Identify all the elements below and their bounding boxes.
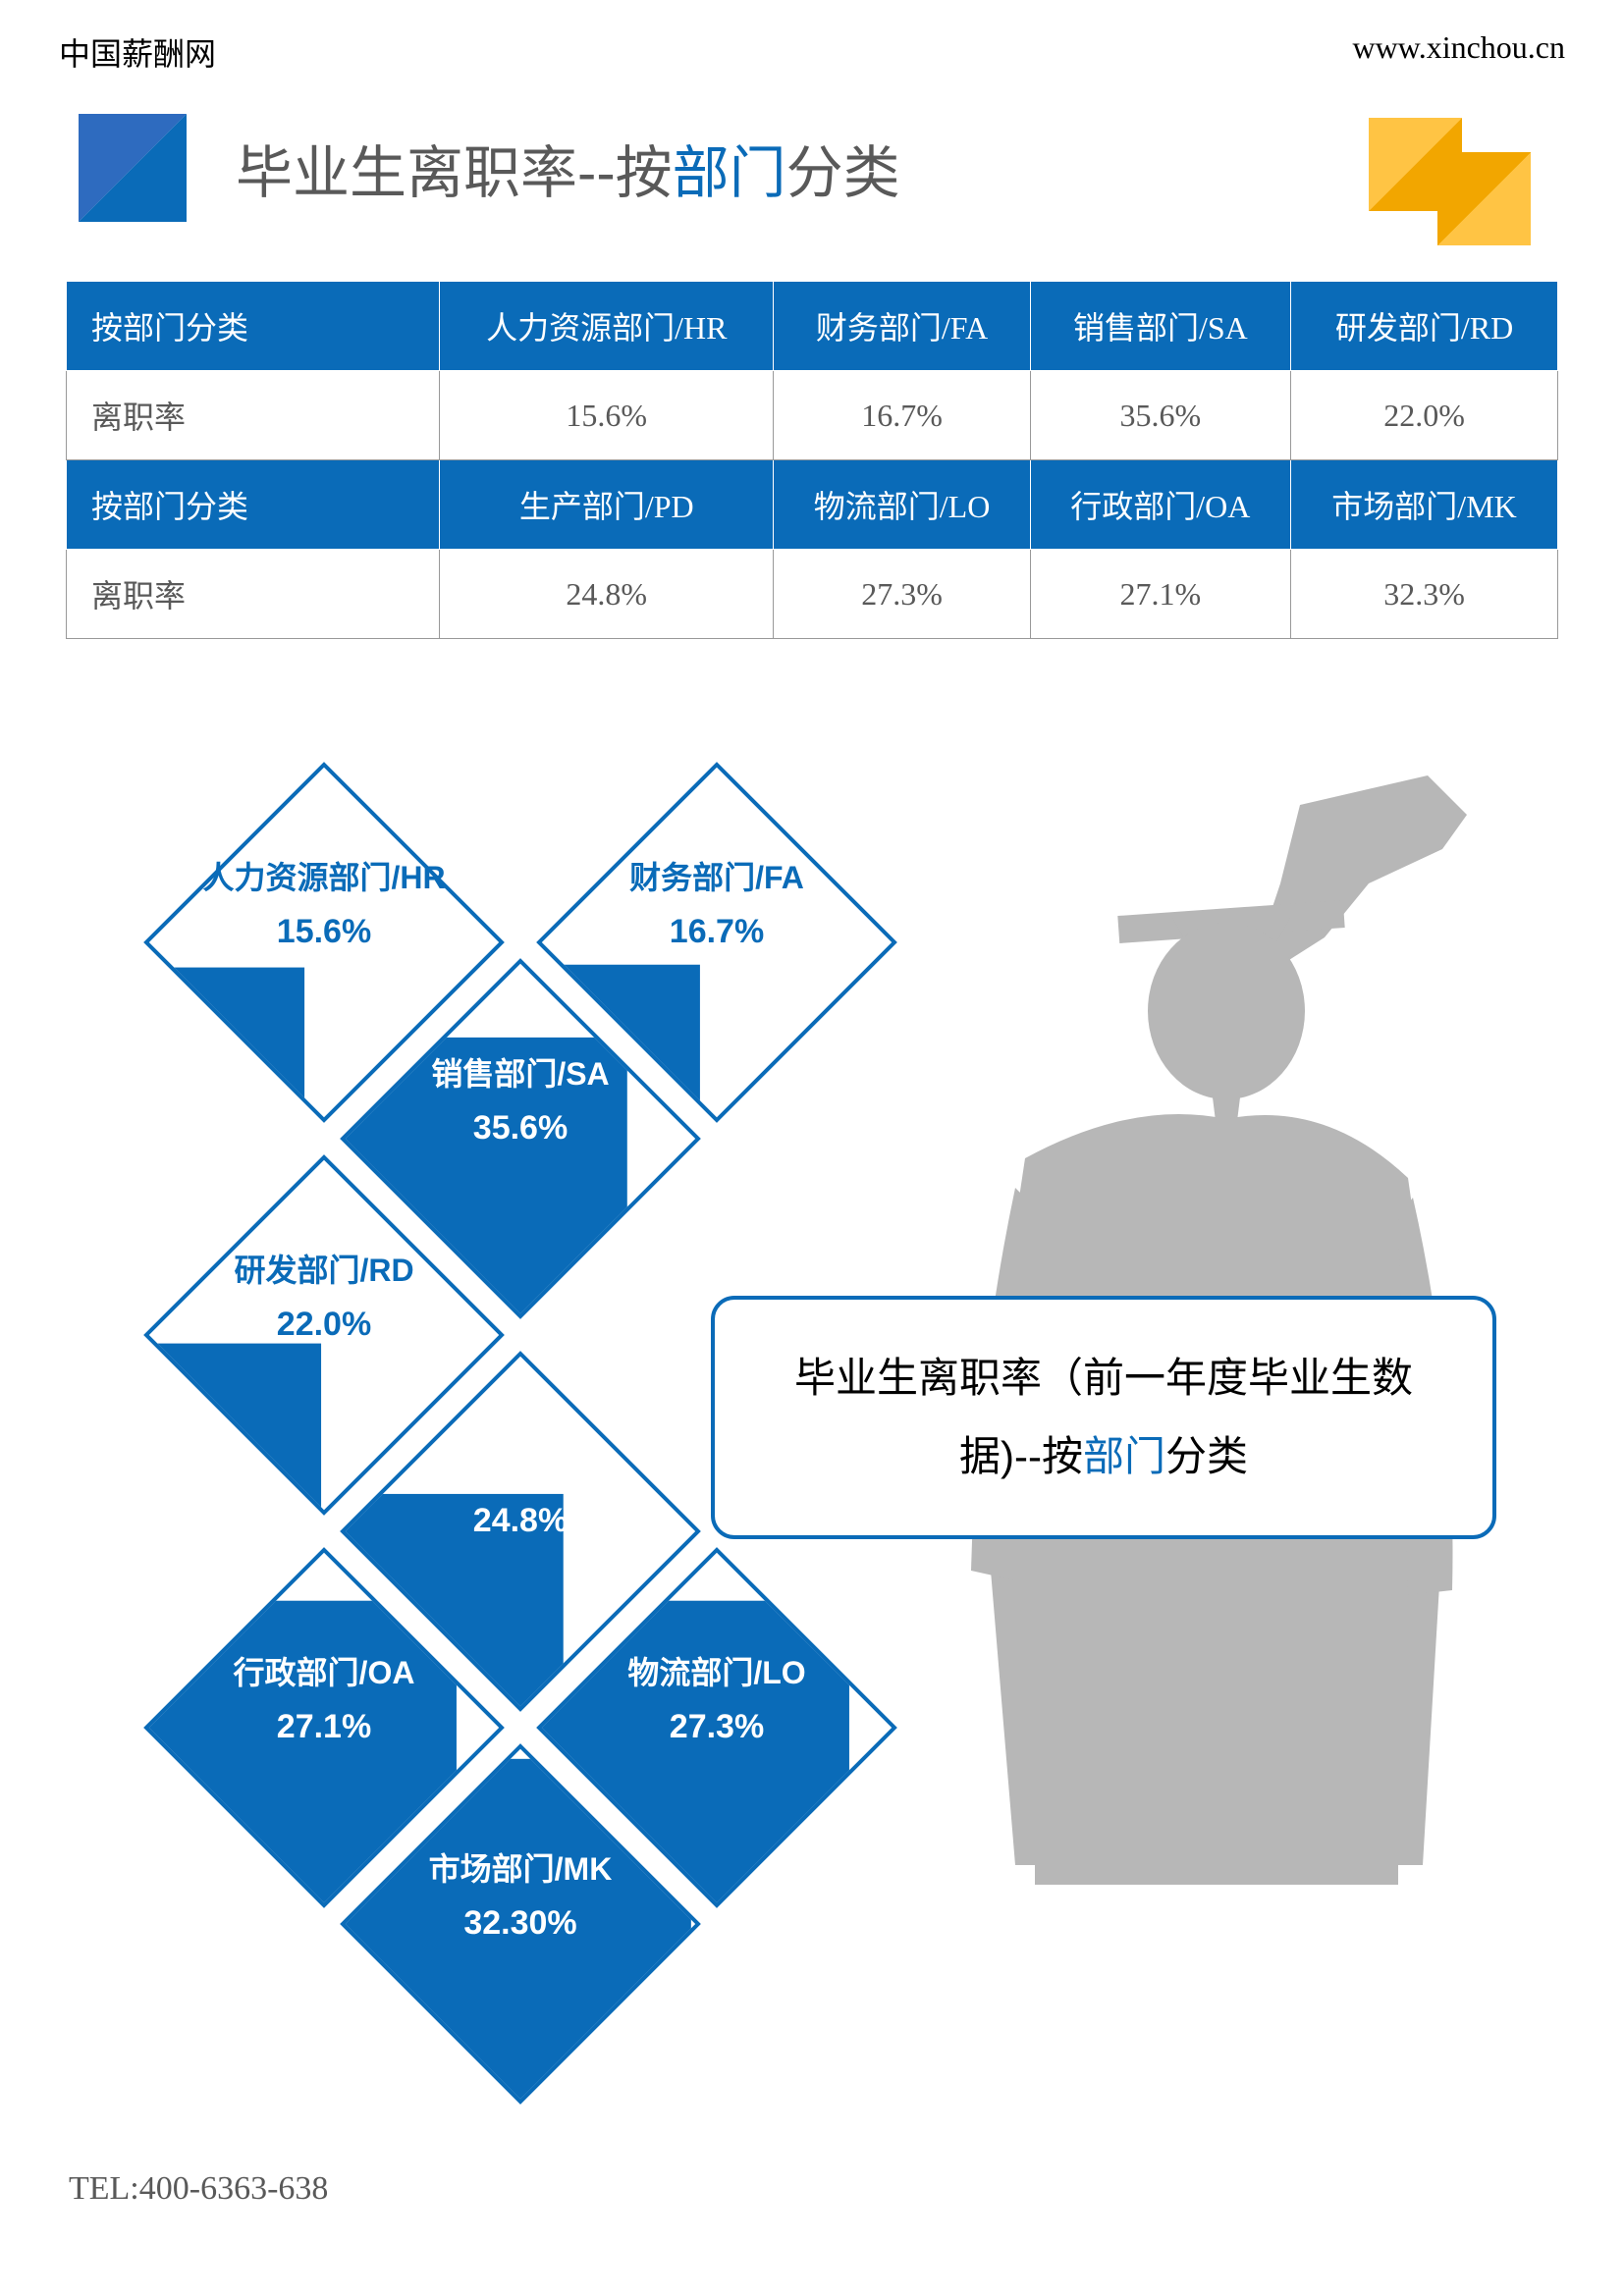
table-head-row-1: 按部门分类 人力资源部门/HR 财务部门/FA 销售部门/SA 研发部门/RD <box>67 282 1558 371</box>
site-url: www.xinchou.cn <box>1352 29 1565 75</box>
diamond-label: 研发部门/RD22.0% <box>187 1247 461 1350</box>
diamond-label: 财务部门/FA16.7% <box>579 854 854 957</box>
site-name: 中国薪酬网 <box>59 29 216 75</box>
caption-box: 毕业生离职率（前一年度毕业生数 据)--按部门分类 <box>711 1296 1496 1539</box>
corner-decor-icon <box>1369 118 1555 245</box>
table-data-row-2: 离职率 24.8% 27.3% 27.1% 32.3% <box>67 550 1558 639</box>
department-table: 按部门分类 人力资源部门/HR 财务部门/FA 销售部门/SA 研发部门/RD … <box>66 281 1558 639</box>
page-title: 毕业生离职率--按部门分类 <box>236 127 900 209</box>
diamond-label: 物流部门/LO27.3% <box>579 1649 854 1752</box>
footer-tel: TEL:400-6363-638 <box>69 2170 328 2208</box>
diamond-label: 生产部门/PD24.8% <box>383 1443 658 1546</box>
diamond-label: 人力资源部门/HR15.6% <box>187 854 461 957</box>
table-data-row-1: 离职率 15.6% 16.7% 35.6% 22.0% <box>67 371 1558 460</box>
diamond-label: 市场部门/MK32.30% <box>383 1845 658 1949</box>
diamond-label: 销售部门/SA35.6% <box>383 1050 658 1153</box>
page-header: 中国薪酬网 www.xinchou.cn <box>0 0 1624 75</box>
diamond-label: 行政部门/OA27.1% <box>187 1649 461 1752</box>
table-head-row-2: 按部门分类 生产部门/PD 物流部门/LO 行政部门/OA 市场部门/MK <box>67 460 1558 550</box>
title-icon <box>79 114 187 222</box>
